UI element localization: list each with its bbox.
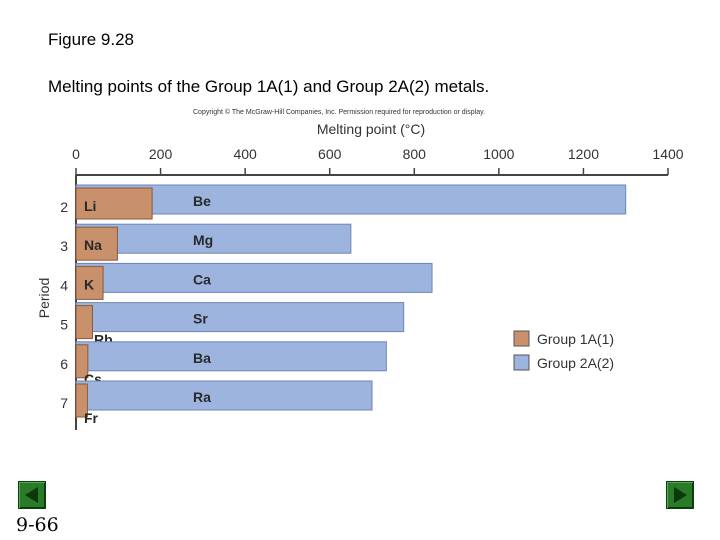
bar-group1a-rb (75, 305, 93, 340)
bar-group2a-mg (75, 223, 352, 254)
period-label: 5 (60, 317, 68, 333)
bar-group2a-ca (75, 262, 433, 293)
x-tick-label: 0 (72, 146, 80, 162)
bar-group1a-cs (75, 344, 89, 379)
x-tick-label: 1400 (652, 146, 683, 162)
element-label-ra: Ra (193, 389, 211, 405)
x-tick-label: 600 (318, 146, 342, 162)
x-tick-label: 400 (233, 146, 257, 162)
element-label-na: Na (84, 237, 102, 253)
triangle-right-icon (674, 487, 687, 503)
element-label-fr: Fr (84, 410, 99, 426)
legend-label: Group 2A(2) (537, 355, 614, 371)
bar-group1a-k (75, 265, 104, 300)
period-label: 7 (60, 395, 68, 411)
legend-label: Group 1A(1) (537, 331, 614, 347)
copyright-notice: Copyright © The McGraw-Hill Companies, I… (193, 109, 486, 116)
period-label: 4 (60, 277, 68, 293)
period-label: 6 (60, 356, 68, 372)
slide-number: 9-66 (16, 514, 59, 536)
x-tick-label: 1200 (568, 146, 599, 162)
bar-group2a-be (75, 184, 627, 215)
next-slide-button[interactable] (666, 481, 694, 509)
triangle-left-icon (25, 487, 38, 503)
legend-swatch (513, 354, 530, 371)
y-axis-label: Period (36, 278, 52, 318)
element-label-ca: Ca (193, 271, 211, 287)
bar-group1a-li (75, 187, 153, 220)
legend: Group 1A(1) Group 2A(2) (513, 330, 614, 371)
figure-caption: Melting points of the Group 1A(1) and Gr… (48, 77, 490, 96)
period-tick-labels: 2 3 4 5 6 7 (60, 199, 68, 411)
bar-group1a-na (75, 226, 118, 261)
element-label-ba: Ba (193, 350, 211, 366)
legend-swatch (513, 330, 530, 347)
bar-group2a-ba (75, 341, 387, 372)
x-tick-label: 200 (149, 146, 173, 162)
element-label-k: K (84, 276, 94, 292)
bar-group1a-fr (75, 383, 88, 418)
previous-slide-button[interactable] (18, 481, 46, 509)
element-label-be: Be (193, 193, 211, 209)
figure-title: Figure 9.28 (48, 30, 134, 49)
element-label-mg: Mg (193, 232, 213, 248)
element-label-sr: Sr (193, 311, 208, 327)
period-label: 2 (60, 199, 68, 215)
x-tick-label: 1000 (483, 146, 514, 162)
bar-group2a-sr (75, 302, 405, 333)
x-tick-label: 800 (403, 146, 427, 162)
element-label-li: Li (84, 198, 96, 214)
bar-group2a-ra (75, 380, 373, 411)
x-axis-label: Melting point (°C) (317, 121, 425, 137)
period-label: 3 (60, 238, 68, 254)
